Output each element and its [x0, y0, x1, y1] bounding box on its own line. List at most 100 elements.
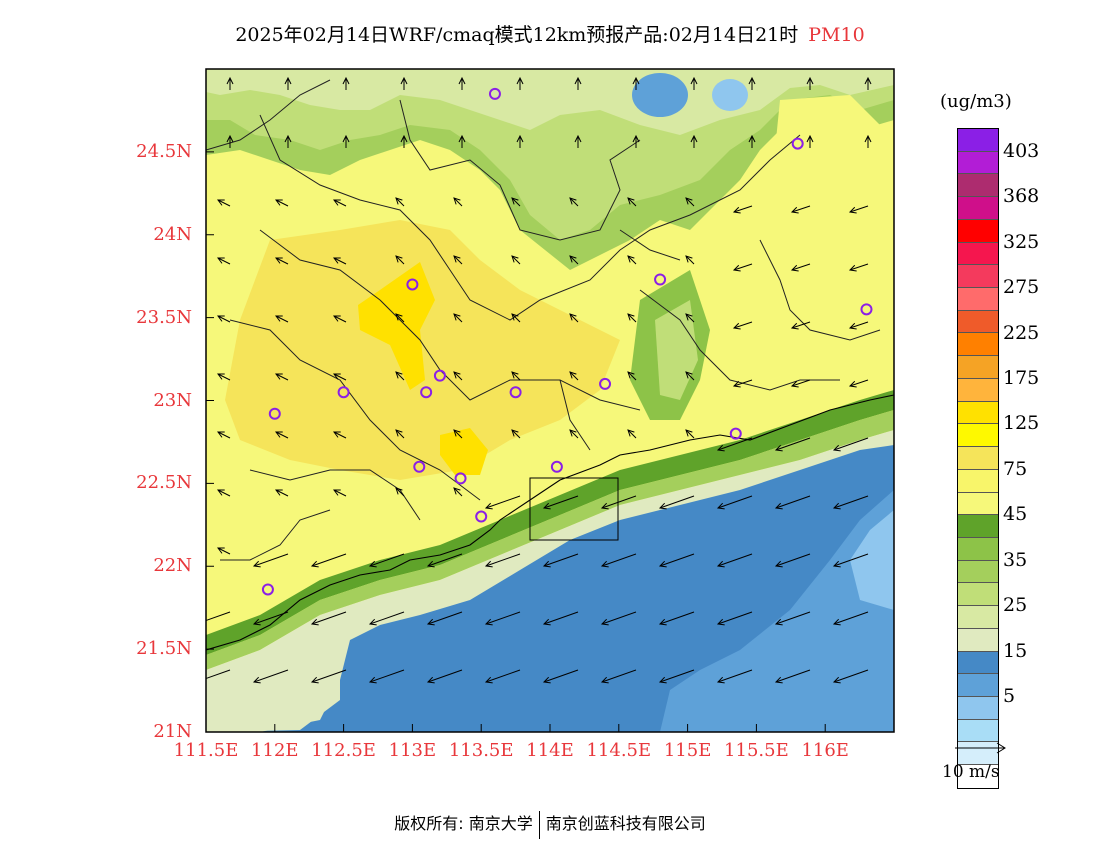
- wind-arrow: [511, 371, 521, 381]
- wind-arrow: [516, 76, 524, 90]
- wind-arrow: [716, 495, 753, 510]
- wind-arrow: [716, 611, 753, 626]
- y-tick-label: 22.5N: [136, 472, 192, 494]
- wind-arrow: [632, 76, 640, 90]
- wind-arrow: [790, 321, 811, 330]
- title-variable: PM10: [808, 24, 865, 46]
- colorbar-swatch: [958, 469, 998, 493]
- wind-arrow: [732, 205, 753, 214]
- wind-arrow: [542, 495, 579, 510]
- colorbar-label: 368: [1003, 185, 1040, 208]
- footer-right: 南京创蓝科技有限公司: [545, 814, 706, 833]
- colorbar-label: 403: [1003, 139, 1040, 162]
- wind-arrow: [732, 321, 753, 330]
- wind-arrow: [206, 669, 231, 680]
- wind-arrow: [848, 205, 869, 214]
- colorbar-label: 15: [1003, 639, 1028, 662]
- colorbar-swatch: [958, 242, 998, 266]
- x-tick-label: 112E: [251, 740, 299, 761]
- wind-arrow: [685, 371, 695, 381]
- wind-arrow: [600, 669, 637, 684]
- y-tick-label: 21.5N: [136, 638, 192, 660]
- wind-arrow: [569, 371, 579, 381]
- admin-boundaries: [206, 79, 881, 561]
- station-marker: [406, 278, 419, 291]
- wind-arrow: [426, 669, 463, 684]
- y-tick-label: 23.5N: [136, 306, 192, 328]
- wind-arrow: [574, 134, 582, 148]
- field-blue-pocket-1: [632, 73, 688, 117]
- wind-arrow: [685, 313, 695, 323]
- wind-arrow: [368, 611, 405, 626]
- wind-arrow: [600, 495, 637, 510]
- wind-arrow: [426, 611, 463, 626]
- station-marker: [654, 273, 667, 286]
- wind-arrow: [732, 379, 753, 388]
- wind-arrow: [453, 197, 463, 207]
- field-blue-pocket-2: [712, 79, 748, 111]
- wind-arrow: [275, 373, 289, 381]
- wind-arrow: [400, 76, 408, 90]
- wind-arrow: [400, 134, 408, 148]
- wind-arrow: [748, 134, 756, 148]
- wind-arrow: [252, 669, 289, 684]
- station-marker: [550, 460, 563, 473]
- title-main: 2025年02月14日WRF/cmaq模式12km预报产品:02月14日21时: [235, 24, 799, 46]
- wind-arrow: [774, 553, 811, 568]
- wind-arrow: [732, 263, 753, 272]
- wind-arrow: [252, 553, 289, 568]
- wind-arrow: [217, 199, 231, 207]
- wind-arrow: [275, 257, 289, 265]
- wind-arrow: [342, 76, 350, 90]
- colorbar-label: 275: [1003, 276, 1040, 299]
- wind-arrow: [333, 489, 347, 497]
- wind-arrow: [627, 197, 637, 207]
- wind-arrow: [864, 134, 872, 148]
- wind-arrow: [217, 315, 231, 323]
- field-sea-lightest: [850, 510, 894, 610]
- x-tick-label: 115.5E: [724, 740, 789, 761]
- field-ne-yellow: [775, 95, 885, 250]
- colorbar-swatch: [958, 583, 998, 607]
- wind-arrow: [310, 553, 347, 568]
- station-marker: [791, 137, 804, 150]
- colorbar-swatch: [958, 197, 998, 220]
- wind-arrow: [832, 437, 869, 452]
- field-pale-pocket: [482, 74, 518, 102]
- colorbar: [957, 128, 999, 789]
- wind-arrow: [627, 429, 637, 439]
- wind-arrow: [790, 379, 811, 388]
- colorbar-label: 25: [1003, 594, 1028, 617]
- legend-unit: (ug/m3): [940, 91, 1012, 112]
- wind-arrow: [333, 199, 347, 207]
- colorbar-swatch: [958, 674, 998, 697]
- wind-arrow: [832, 553, 869, 568]
- coastline: [206, 394, 894, 651]
- wind-arrow: [685, 429, 695, 439]
- station-marker: [475, 510, 488, 523]
- wind-arrow: [275, 431, 289, 439]
- station-marker: [261, 583, 274, 596]
- wind-arrow: [275, 315, 289, 323]
- wind-arrow: [284, 76, 292, 90]
- colorbar-label: 125: [1003, 412, 1040, 435]
- colorbar-swatch: [958, 765, 998, 788]
- wind-scale-label: 10 m/s: [942, 762, 1000, 782]
- colorbar-swatch: [958, 560, 998, 584]
- field-core-yellow: [225, 220, 620, 480]
- wind-arrow: [284, 134, 292, 148]
- wind-arrow: [864, 76, 872, 90]
- wind-arrow: [569, 255, 579, 265]
- x-tick-label: 113.5E: [448, 740, 514, 761]
- wind-arrow: [716, 553, 753, 568]
- wind-arrow: [453, 429, 463, 439]
- wind-arrow: [395, 371, 405, 381]
- wind-arrow: [453, 313, 463, 323]
- wind-arrow: [658, 495, 695, 510]
- wind-arrow: [774, 437, 811, 452]
- colorbar-swatch: [958, 151, 998, 175]
- wind-arrow: [217, 431, 231, 439]
- wind-arrow: [342, 134, 350, 148]
- wind-arrow: [310, 611, 347, 626]
